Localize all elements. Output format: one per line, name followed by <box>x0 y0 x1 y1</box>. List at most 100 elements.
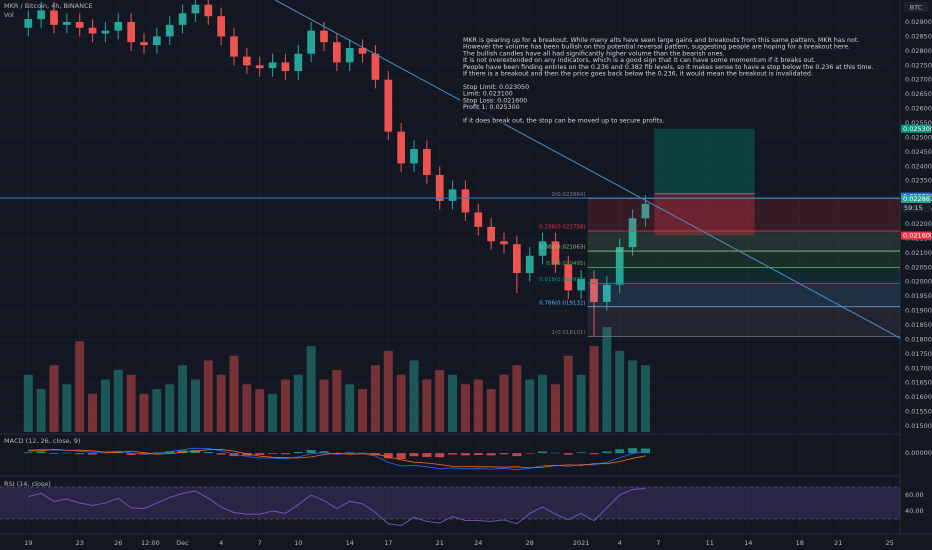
macd-histogram-bar <box>165 451 175 454</box>
marks <box>23 0 650 526</box>
x-tick-label: 7 <box>258 539 262 547</box>
x-tick-label: 24 <box>474 539 482 547</box>
macd-histogram-bar <box>152 452 162 454</box>
x-tick-label: 19 <box>24 539 32 547</box>
annotation-box <box>460 34 796 124</box>
price-tag-label: 0.025300 <box>903 125 932 133</box>
candle-body <box>538 241 547 256</box>
volume-label: Vol <box>4 11 14 19</box>
candle-body <box>513 244 521 274</box>
macd-histogram-bar <box>640 448 650 454</box>
macd-histogram-bar <box>319 451 329 454</box>
x-tick-label: 12:00 <box>141 539 160 547</box>
volume-bar <box>473 379 483 432</box>
macd-histogram-bar <box>409 453 419 457</box>
annotation-line: People have been finding entries on the … <box>463 64 873 71</box>
y-tick-label: 60.00 <box>905 491 924 499</box>
macd-histogram-bar <box>486 453 496 456</box>
macd-histogram-bar <box>615 449 625 454</box>
volume-bar <box>538 374 548 432</box>
macd-histogram-bar <box>268 453 278 454</box>
volume-bar <box>268 393 278 432</box>
currency-badge[interactable] <box>904 2 928 12</box>
volume-bar <box>139 393 149 432</box>
candle-body <box>590 278 598 302</box>
volume-bar <box>512 365 522 432</box>
candle-body <box>577 278 585 291</box>
x-tick-label: 14 <box>346 539 354 547</box>
candle-body <box>140 42 148 46</box>
candle-body <box>641 203 650 219</box>
candle-body <box>397 131 405 164</box>
candle-body <box>551 241 560 265</box>
volume-bar <box>113 369 123 432</box>
candle-body <box>333 42 341 63</box>
candle-body <box>435 174 444 201</box>
annotation-line: Stop Limit: 0.023050 <box>463 84 529 91</box>
candle-body <box>114 21 123 31</box>
x-tick-label: 11 <box>706 539 714 547</box>
x-tick-label: Dec <box>176 539 189 547</box>
x-tick-label: 23 <box>76 539 84 547</box>
volume-bar <box>88 393 98 432</box>
annotation-line: Stop Loss: 0.021600 <box>463 97 527 104</box>
x-tick-label: 4 <box>618 539 622 547</box>
annotation-line: Limit: 0.023100 <box>463 91 513 98</box>
macd-histogram-bar <box>203 451 213 454</box>
macd-histogram-bar <box>293 451 303 454</box>
x-tick-label: 26 <box>114 539 122 547</box>
stop-zone <box>654 193 755 236</box>
candle-body <box>88 27 97 34</box>
candle-body <box>101 30 110 34</box>
volume-bar <box>242 384 252 432</box>
candle-body <box>615 247 624 285</box>
volume-bar <box>75 341 85 432</box>
candle-body <box>294 53 303 72</box>
macd-histogram-bar <box>178 450 188 454</box>
fib-label: 0.786(0.019132) <box>539 300 585 306</box>
macd-histogram-bar <box>88 453 98 455</box>
candle-body <box>461 189 470 213</box>
volume-bar <box>178 365 188 432</box>
x-tick-label: 21 <box>436 539 444 547</box>
macd-histogram-bar <box>242 453 252 456</box>
fib-band <box>587 198 900 231</box>
volume-bar <box>126 374 136 432</box>
x-tick-label: 2021 <box>573 539 590 547</box>
fib-label: 0(0.022884) <box>552 192 586 198</box>
candle-body <box>603 284 611 302</box>
annotation-line: It is not overextended on any indicators… <box>463 57 816 64</box>
x-tick-label: 10 <box>294 539 302 547</box>
volume-bar <box>615 350 625 432</box>
candle-body <box>320 30 328 43</box>
volume-bar <box>448 374 458 432</box>
annotation-line: MKR is gearing up for a breakout. While … <box>463 37 859 44</box>
candle-body <box>191 4 200 14</box>
fib-label: 0.5(0.020495) <box>546 261 585 267</box>
candle-body <box>358 47 367 54</box>
macd-histogram-bar <box>396 453 406 460</box>
x-tick-label: 4 <box>219 539 223 547</box>
countdown: 59:15 <box>904 204 923 212</box>
volume-bar <box>602 327 612 432</box>
x-tick-label: 28 <box>526 539 534 547</box>
trendline <box>274 0 901 339</box>
volume-bar <box>563 355 573 432</box>
volume-bar <box>62 384 72 432</box>
volume-bar <box>203 360 213 432</box>
volume-bar <box>370 365 380 432</box>
macd-histogram-bar <box>422 453 432 457</box>
x-tick-label: 25 <box>886 539 894 547</box>
fib-label: 1(0.018101) <box>552 330 586 336</box>
candle-body <box>628 218 637 248</box>
volume-bar <box>396 374 406 432</box>
volume-bar <box>525 379 535 432</box>
